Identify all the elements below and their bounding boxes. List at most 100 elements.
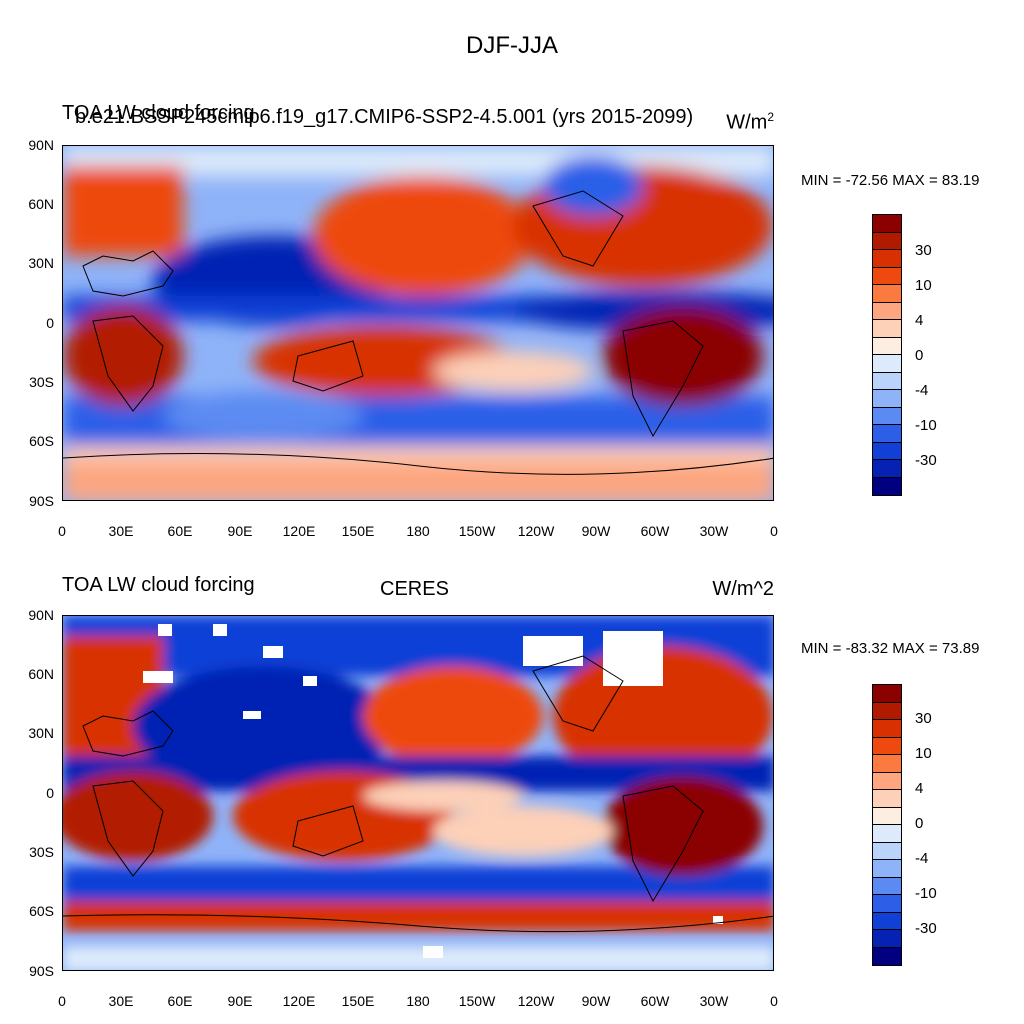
model-panel: TOA LW cloud forcing b.e21.BSSP245cmip6.… [0, 100, 1024, 540]
map-svg [63, 146, 773, 500]
colorbar-segment [873, 877, 901, 895]
colorbar-label: -4 [915, 850, 929, 867]
colorbar-segment [873, 390, 901, 408]
lon-label: 60W [640, 523, 670, 539]
lon-label: 150W [458, 523, 496, 539]
lon-label: 0 [770, 993, 778, 1009]
colorbar [872, 684, 902, 966]
panel-title-variable: TOA LW cloud forcing [62, 102, 255, 124]
panel-title-variable: TOA LW cloud forcing [62, 574, 255, 596]
colorbar-label: -4 [915, 382, 929, 399]
lon-label: 150W [458, 993, 496, 1009]
colorbar-segment [873, 477, 901, 495]
colorbar-segment [873, 755, 901, 773]
lat-label: 0 [46, 785, 54, 801]
colorbar-label: -30 [915, 452, 937, 469]
min-max-label: MIN = -83.32 MAX = 73.89 [801, 640, 980, 657]
colorbar-segment [873, 442, 901, 460]
lon-label: 90E [227, 993, 253, 1009]
lon-label: 30W [699, 993, 729, 1009]
colorbar [872, 214, 902, 496]
lat-label: 0 [46, 315, 54, 331]
colorbar-label: -30 [915, 920, 937, 937]
colorbar-segment [873, 772, 901, 790]
panel-units: W/m2 [726, 110, 774, 135]
map-svg [63, 616, 773, 970]
colorbar-segment [873, 302, 901, 320]
colorbar-label: -10 [915, 885, 937, 902]
colorbar-segment [873, 372, 901, 390]
figure-title: DJF-JJA [466, 32, 558, 59]
colorbar-label: 30 [915, 710, 932, 727]
lat-label: 60S [29, 433, 54, 449]
lon-label: 150E [341, 993, 375, 1009]
colorbar-segment [873, 825, 901, 843]
lon-label: 0 [770, 523, 778, 539]
colorbar-segment [873, 267, 901, 285]
lon-label: 90E [227, 523, 253, 539]
lon-label: 0 [58, 523, 66, 539]
contour-map [62, 145, 774, 501]
colorbar-segment [873, 930, 901, 948]
panel-title-dataset: CERES [380, 578, 449, 600]
lon-label: 180 [406, 523, 430, 539]
lon-label: 30E [108, 993, 134, 1009]
min-max-label: MIN = -72.56 MAX = 83.19 [801, 172, 980, 189]
lat-label: 30S [29, 374, 54, 390]
colorbar-label: 10 [915, 277, 932, 294]
lon-label: 90W [581, 993, 611, 1009]
colorbar-segment [873, 912, 901, 930]
colorbar-segment [873, 807, 901, 825]
lon-label: 120W [517, 523, 555, 539]
colorbar-segment [873, 790, 901, 808]
colorbar-label: -10 [915, 417, 937, 434]
lon-label: 0 [58, 993, 66, 1009]
colorbar-label: 0 [915, 815, 924, 832]
lon-label: 30E [108, 523, 134, 539]
colorbar-segment [873, 947, 901, 965]
lat-label: 30N [28, 725, 54, 741]
colorbar-segment [873, 702, 901, 720]
colorbar-segment [873, 215, 901, 233]
panel-units: W/m^2 [712, 578, 774, 600]
units-super: 2 [767, 110, 774, 124]
lon-label: 120E [282, 993, 316, 1009]
colorbar-label: 4 [915, 780, 924, 797]
colorbar-label: 0 [915, 347, 924, 364]
lat-label: 60N [28, 666, 54, 682]
colorbar-segment [873, 250, 901, 268]
panel-title-case: b.e21.BSSP245cmip6.f19_g17.CMIP6-SSP2-4.… [75, 106, 694, 128]
lat-label: 30S [29, 844, 54, 860]
colorbar-label: 10 [915, 745, 932, 762]
colorbar-segment [873, 685, 901, 703]
colorbar-segment [873, 842, 901, 860]
colorbar-segment [873, 425, 901, 443]
lon-label: 180 [406, 993, 430, 1009]
lon-label: 60E [167, 523, 193, 539]
observation-panel: TOA LW cloud forcing CERES W/m^2 MIN = -… [0, 570, 1024, 1020]
colorbar-segment [873, 285, 901, 303]
colorbar-segment [873, 337, 901, 355]
lat-label: 90S [29, 493, 54, 509]
lon-label: 120W [517, 993, 555, 1009]
colorbar-segment [873, 320, 901, 338]
lat-label: 60N [28, 196, 54, 212]
colorbar-segment [873, 895, 901, 913]
colorbar-segment [873, 232, 901, 250]
lon-label: 60W [640, 993, 670, 1009]
colorbar-segment [873, 407, 901, 425]
lon-label: 30W [699, 523, 729, 539]
colorbar-segment [873, 737, 901, 755]
colorbar-segment [873, 720, 901, 738]
colorbar-segment [873, 460, 901, 478]
lat-label: 90N [28, 607, 54, 623]
lon-label: 120E [282, 523, 316, 539]
colorbar-label: 30 [915, 242, 932, 259]
contour-map [62, 615, 774, 971]
colorbar-label: 4 [915, 312, 924, 329]
units-base: W/m [726, 111, 768, 134]
colorbar-segment [873, 860, 901, 878]
lon-label: 150E [341, 523, 375, 539]
lat-label: 90N [28, 137, 54, 153]
lat-label: 30N [28, 255, 54, 271]
